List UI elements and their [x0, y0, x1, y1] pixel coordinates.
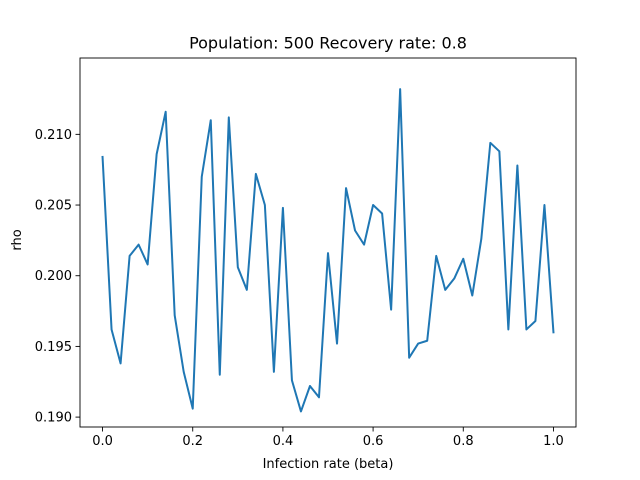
- x-tick-label: 1.0: [543, 434, 564, 449]
- x-tick-label: 0.6: [363, 434, 384, 449]
- y-tick-label: 0.190: [35, 411, 72, 426]
- y-axis-title: rho: [10, 229, 25, 250]
- x-tick-label: 0.8: [453, 434, 474, 449]
- series-layer: [101, 88, 555, 413]
- y-axis: 0.190 0.195 0.200 0.205 0.210: [35, 128, 80, 426]
- x-tick-label: 0.2: [182, 434, 203, 449]
- y-tick-label: 0.200: [35, 269, 72, 284]
- y-tick-label: 0.210: [35, 128, 72, 143]
- x-tick-label: 0.4: [273, 434, 294, 449]
- x-axis: 0.0 0.2 0.4 0.6 0.8 1.0: [92, 427, 564, 449]
- plot-frame: [79, 57, 577, 428]
- x-tick-label: 0.0: [92, 434, 113, 449]
- chart-title: Population: 500 Recovery rate: 0.8: [189, 34, 467, 53]
- x-axis-title: Infection rate (beta): [263, 457, 394, 472]
- series-line-0: [101, 88, 555, 413]
- y-tick-label: 0.195: [35, 340, 72, 355]
- y-tick-label: 0.205: [35, 199, 72, 214]
